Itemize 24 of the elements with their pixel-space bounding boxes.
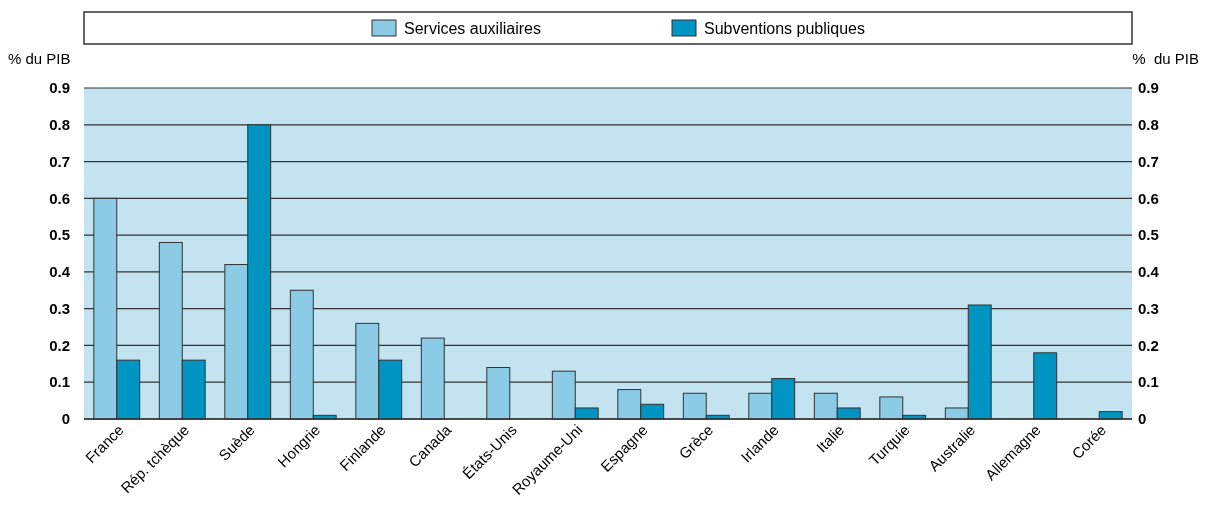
y-tick-label: 0 [61, 410, 70, 428]
y2-tick-label: 0.7 [1138, 152, 1159, 170]
y-tick-label: 0.7 [49, 152, 70, 170]
y-axis-title: % du PIB [8, 50, 71, 67]
y2-tick-label: 0.1 [1138, 373, 1159, 391]
y-tick-label: 0.2 [49, 336, 70, 354]
y2-tick-label: 0 [1138, 410, 1147, 428]
legend-label: Services auxiliaires [404, 19, 541, 37]
y2-tick-label: 0.2 [1138, 336, 1159, 354]
y2-axis-title: % du PIB [1132, 50, 1199, 67]
y-tick-label: 0.3 [49, 299, 70, 317]
y2-tick-label: 0.6 [1138, 189, 1159, 207]
y2-tick-label: 0.9 [1138, 79, 1159, 97]
y-tick-label: 0.1 [49, 373, 70, 391]
y-tick-label: 0.4 [49, 263, 71, 281]
y-tick-label: 0.8 [49, 116, 70, 134]
y-tick-label: 0.5 [49, 226, 70, 244]
y2-tick-label: 0.5 [1138, 226, 1159, 244]
legend-label: Subventions publiques [704, 19, 866, 37]
y2-tick-label: 0.3 [1138, 299, 1159, 317]
y2-tick-label: 0.8 [1138, 116, 1159, 134]
y-tick-label: 0.6 [49, 189, 70, 207]
y-tick-label: 0.9 [49, 79, 70, 97]
y2-tick-label: 0.4 [1138, 263, 1160, 281]
